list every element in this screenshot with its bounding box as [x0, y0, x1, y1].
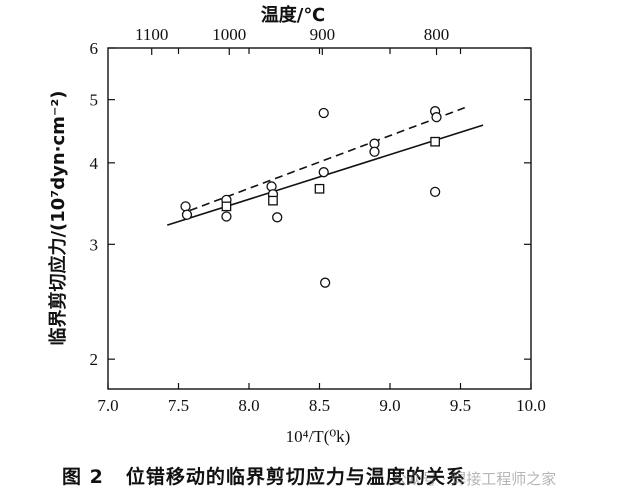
figure-number: 图 2	[62, 466, 104, 488]
circle-point	[318, 167, 329, 178]
x-axis-ticks: 7.0 7.5 8.0 8.5 9.0 9.5 10.0	[97, 48, 546, 415]
circle-point	[319, 277, 331, 288]
watermark: 公众号 · 焊接工程师之家	[392, 470, 557, 488]
plot-frame	[107, 47, 532, 390]
y-tick-label: 5	[90, 91, 99, 110]
top-tick-label: 1100	[135, 25, 168, 44]
dashed-fit-line	[189, 106, 466, 212]
y-tick-label: 2	[90, 350, 99, 369]
y-tick-label: 6	[90, 39, 99, 58]
x-tick-label: 9.5	[450, 396, 471, 415]
data-points	[180, 106, 442, 288]
circle-point	[429, 186, 441, 198]
fit-lines	[166, 106, 484, 226]
top-tick-label: 800	[424, 25, 450, 44]
circle-point	[369, 146, 380, 157]
chart: 温度/℃ 1100 1000 900 800 7.0 7.5 8.0 8.5 9.0 9.5 10…	[47, 4, 546, 446]
top-tick-label: 1000	[212, 25, 246, 44]
x-axis-label: 10⁴/T(⁰k)	[286, 427, 351, 446]
y-axis-ticks: 2 3 4 5 6	[90, 39, 531, 369]
y-tick-label: 4	[90, 154, 99, 173]
top-axis-ticks: 1100 1000 900 800	[135, 25, 449, 55]
x-tick-label: 8.0	[238, 396, 259, 415]
x-tick-label: 10.0	[516, 396, 546, 415]
circle-point	[272, 212, 283, 223]
square-point	[314, 183, 325, 194]
caption-text: 位错移动的临界剪切应力与温度的关系	[125, 466, 466, 488]
x-tick-label: 9.0	[379, 396, 400, 415]
square-point	[221, 201, 232, 212]
x-tick-label: 7.0	[97, 396, 118, 415]
y-axis-label: 临界剪切应力/(10⁷dyn·cm⁻²)	[47, 90, 69, 345]
y-tick-label: 3	[90, 235, 99, 254]
circle-point	[221, 211, 232, 222]
circle-point	[318, 107, 329, 119]
square-point	[268, 195, 278, 206]
figure-caption: 图 2 位错移动的临界剪切应力与温度的关系	[62, 462, 466, 489]
circle-point	[180, 201, 191, 212]
top-tick-label: 900	[310, 25, 336, 44]
top-axis-title: 温度/℃	[261, 4, 325, 26]
circle-point	[181, 209, 193, 220]
x-tick-label: 8.5	[309, 396, 330, 415]
x-tick-label: 7.5	[168, 396, 189, 415]
circle-point	[431, 112, 442, 123]
square-point	[430, 136, 440, 147]
